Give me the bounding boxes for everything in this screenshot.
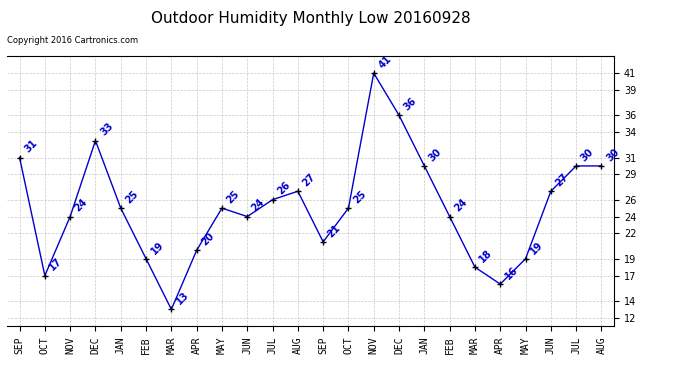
Text: 31: 31 [22,138,39,155]
Text: 30: 30 [604,147,621,163]
Text: 24: 24 [73,197,90,214]
Text: 24: 24 [250,197,266,214]
Text: 21: 21 [326,222,342,239]
Text: 24: 24 [453,197,469,214]
Text: 27: 27 [553,172,570,189]
Text: 27: 27 [301,172,317,189]
Text: 33: 33 [98,121,115,138]
Text: 20: 20 [199,231,216,248]
Text: 25: 25 [124,189,140,206]
Text: Outdoor Humidity Monthly Low 20160928: Outdoor Humidity Monthly Low 20160928 [150,11,471,26]
Text: 30: 30 [427,147,444,163]
Text: 36: 36 [402,96,418,112]
Text: 13: 13 [174,290,190,307]
Text: Humidity  (%): Humidity (%) [569,33,645,42]
Text: 25: 25 [351,189,368,206]
Text: 26: 26 [275,180,292,197]
Text: 16: 16 [503,265,520,281]
Text: 18: 18 [477,248,495,264]
Text: Copyright 2016 Cartronics.com: Copyright 2016 Cartronics.com [7,36,138,45]
Text: 19: 19 [149,239,166,256]
Text: 41: 41 [377,54,393,70]
Text: 30: 30 [579,147,595,163]
Text: 19: 19 [529,239,545,256]
Text: 25: 25 [225,189,241,206]
Text: 17: 17 [48,256,64,273]
